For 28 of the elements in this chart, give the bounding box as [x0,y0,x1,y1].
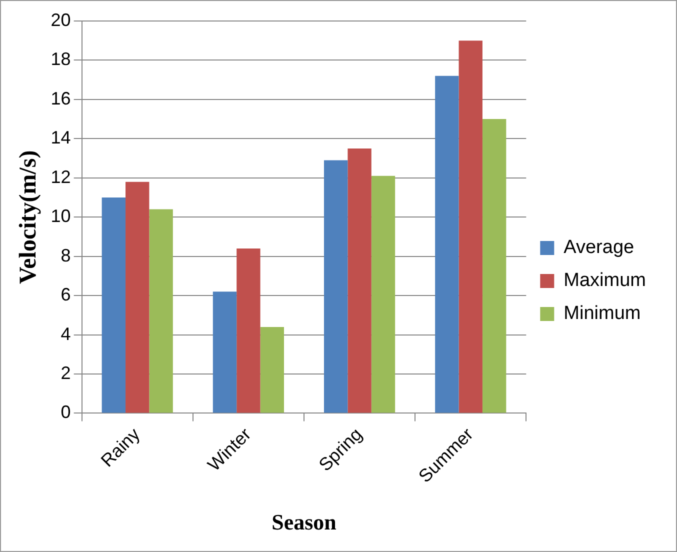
bar [126,182,150,413]
y-axis-title: Velocity(m/s) [16,150,42,284]
bar [260,326,284,413]
bar [102,198,126,413]
y-tick-label: 10 [50,206,71,226]
y-tick-label: 18 [50,49,71,70]
y-tick-label: 4 [60,324,71,344]
bar [212,292,237,413]
y-tick-label: 12 [50,166,71,187]
y-tick-label: 0 [60,402,71,422]
bar [482,119,506,413]
bar [371,176,396,413]
legend-label: Average [564,237,634,258]
bar [324,160,348,413]
legend-label: Maximum [564,270,646,292]
y-tick-label: 16 [50,88,71,108]
y-tick-label: 14 [50,128,71,148]
y-tick-label: 20 [50,10,71,30]
legend-label: Minimum [564,303,641,324]
y-tick-label: 6 [60,284,71,305]
y-tick-label: 8 [60,245,71,266]
bar [348,148,372,413]
y-tick-label: 2 [60,362,71,383]
bar [236,248,260,413]
bar [149,209,173,413]
bar [435,76,459,413]
bar [458,40,482,413]
x-axis-title: Season [272,509,336,534]
